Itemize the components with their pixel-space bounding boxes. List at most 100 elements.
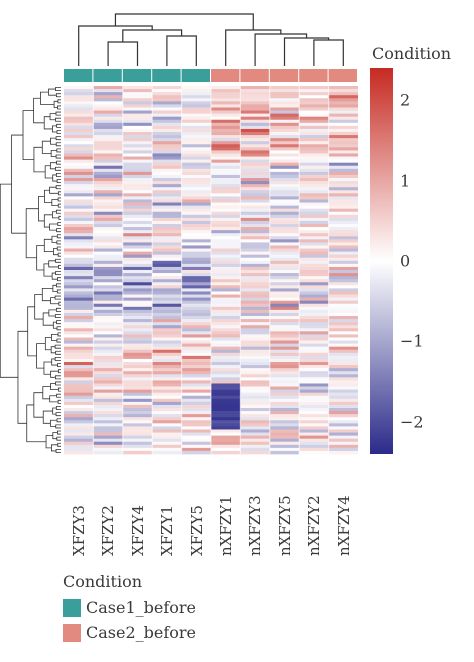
heatmap-cell <box>93 426 123 430</box>
heatmap-cell <box>152 288 182 292</box>
heatmap-cell <box>240 380 270 384</box>
heatmap-cell <box>64 414 94 418</box>
heatmap-cell <box>152 309 182 314</box>
heatmap-cell <box>152 153 182 157</box>
heatmap-cell <box>240 181 270 185</box>
heatmap-cell <box>269 128 300 133</box>
heatmap-cell <box>122 325 153 329</box>
heatmap-cell <box>64 438 94 443</box>
heatmap-cell <box>152 435 182 440</box>
heatmap-cell <box>122 374 153 378</box>
heatmap-cell <box>269 202 300 206</box>
heatmap-cell <box>152 303 182 308</box>
heatmap-cell <box>181 316 211 320</box>
heatmap-cell <box>181 239 211 243</box>
heatmap-cell <box>122 322 153 326</box>
heatmap-cell <box>152 383 182 387</box>
heatmap-cell <box>93 322 123 326</box>
heatmap-cell <box>64 205 94 210</box>
heatmap-cell <box>211 227 241 231</box>
heatmap-cell <box>152 408 182 412</box>
heatmap-cell <box>299 300 329 305</box>
heatmap-cell <box>122 144 153 148</box>
heatmap-cell <box>269 429 300 433</box>
dendrogram-branch <box>44 165 53 179</box>
heatmap-cell <box>240 288 270 292</box>
heatmap-cell <box>240 217 270 222</box>
heatmap-cell <box>211 423 241 427</box>
heatmap-cell <box>211 420 241 424</box>
heatmap-cell <box>181 260 211 265</box>
heatmap-cell <box>269 374 300 378</box>
heatmap-cell <box>64 365 94 369</box>
heatmap-cell <box>93 165 123 170</box>
heatmap-cell <box>328 404 358 409</box>
heatmap-cell <box>181 95 211 99</box>
heatmap-cell <box>93 196 123 200</box>
heatmap-cell <box>240 340 270 344</box>
heatmap-cell <box>152 174 182 179</box>
heatmap-cell <box>299 423 329 427</box>
heatmap-cell <box>299 116 329 121</box>
heatmap-cell <box>328 343 358 348</box>
heatmap-cell <box>269 122 300 127</box>
heatmap-cell <box>328 349 358 354</box>
heatmap-cell <box>64 343 94 348</box>
heatmap-cell <box>152 337 182 341</box>
heatmap-cell <box>211 220 241 225</box>
heatmap-cell <box>152 107 182 111</box>
heatmap-cell <box>328 435 358 440</box>
heatmap-cell <box>93 156 123 160</box>
heatmap-cell <box>299 156 329 160</box>
heatmap-cell <box>152 346 182 351</box>
heatmap-cell <box>211 414 241 418</box>
heatmap-cell <box>152 217 182 222</box>
heatmap-cell <box>269 150 300 154</box>
heatmap-cell <box>240 352 270 357</box>
heatmap-cell <box>181 263 211 268</box>
heatmap-cell <box>240 254 270 259</box>
heatmap-cell <box>181 116 211 121</box>
legend-swatch-case2 <box>63 624 81 642</box>
annotation-cell <box>152 69 181 82</box>
dendrogram-branch <box>51 199 59 206</box>
heatmap-cell <box>269 432 300 436</box>
heatmap-cell <box>122 371 153 375</box>
heatmap-cell <box>93 414 123 418</box>
heatmap-cell <box>152 248 182 252</box>
heatmap-cell <box>211 303 241 308</box>
heatmap-cell <box>299 101 329 105</box>
heatmap-cell <box>328 337 358 341</box>
heatmap-cell <box>328 276 358 280</box>
heatmap-cell <box>64 374 94 378</box>
heatmap-cell <box>211 193 241 197</box>
heatmap-cell <box>152 358 182 363</box>
heatmap-cell <box>299 86 329 90</box>
dendrogram-branch <box>58 369 61 374</box>
heatmap-cell <box>328 263 358 268</box>
heatmap-cell <box>240 420 270 424</box>
heatmap-cell <box>328 279 358 283</box>
heatmap-cell <box>211 184 241 188</box>
heatmap-cell <box>269 276 300 280</box>
heatmap-cell <box>211 187 241 191</box>
heatmap-cell <box>328 165 358 170</box>
heatmap-cell <box>299 122 329 127</box>
heatmap-cell <box>211 224 241 228</box>
heatmap-cell <box>269 294 300 298</box>
dendrogram-branch <box>55 166 61 171</box>
heatmap-cell <box>328 141 358 145</box>
heatmap-cell <box>328 358 358 363</box>
heatmap-cell <box>211 334 241 338</box>
heatmap-cell <box>181 322 211 326</box>
heatmap-cell <box>64 316 94 320</box>
heatmap-cell <box>93 337 123 341</box>
heatmap-cell <box>64 306 94 311</box>
heatmap-cell <box>328 322 358 326</box>
heatmap-cell <box>240 450 270 455</box>
heatmap-cell <box>299 325 329 329</box>
heatmap-cell <box>181 340 211 344</box>
heatmap-cell <box>299 383 329 387</box>
heatmap-cell <box>299 184 329 188</box>
